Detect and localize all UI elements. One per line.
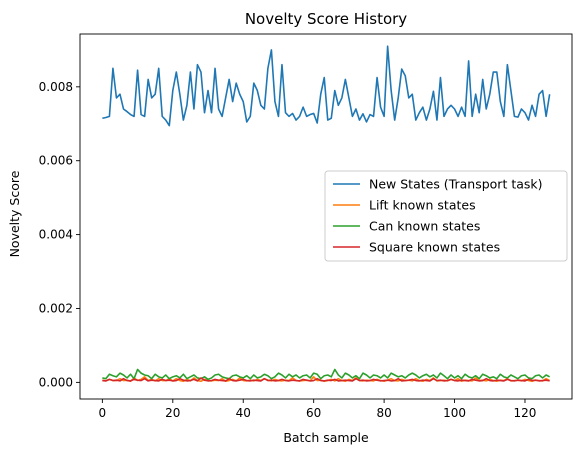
series-line-3 (102, 377, 550, 382)
x-tick-label: 60 (306, 406, 321, 420)
legend-label: Lift known states (369, 198, 476, 213)
chart-title: Novelty Score History (245, 10, 407, 28)
legend-box (324, 170, 568, 262)
legend-label: Square known states (369, 240, 500, 255)
y-tick-label: 0.006 (39, 154, 73, 168)
x-tick-label: 100 (443, 406, 466, 420)
legend-label: New States (Transport task) (369, 177, 543, 192)
plot-area: 0 20 40 60 80 100 120 0.000 0.002 0.004 0.006 0.008 (39, 33, 573, 420)
y-tick-label: 0.000 (39, 375, 73, 389)
y-axis-title: Novelty Score (7, 170, 22, 257)
y-tick-label: 0.004 (39, 228, 73, 242)
x-tick-label: 120 (514, 406, 537, 420)
x-tick-label: 80 (376, 406, 391, 420)
series-line-2 (102, 368, 551, 381)
x-tick-label: 20 (165, 406, 180, 420)
x-tick-label: 40 (236, 406, 251, 420)
y-tick-label: 0.008 (39, 80, 73, 94)
series-line-0 (102, 45, 551, 127)
legend: New States (Transport task) Lift known st… (324, 170, 568, 262)
x-tick-label: 0 (99, 406, 107, 420)
y-tick-label: 0.002 (39, 301, 73, 315)
x-axis-title: Batch sample (283, 430, 369, 445)
legend-label: Can known states (369, 219, 480, 234)
plot-frame (79, 33, 573, 400)
